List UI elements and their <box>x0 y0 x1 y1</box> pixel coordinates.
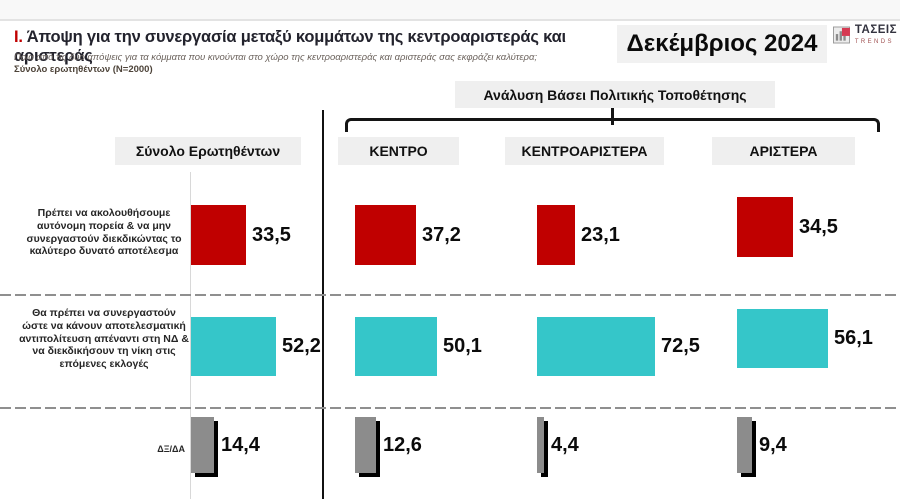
bar-cell-autonomous-total: 33,5 <box>191 205 291 265</box>
bar-value: 4,4 <box>551 433 579 456</box>
bar-value: 33,5 <box>252 223 291 246</box>
bar-cell-cooperate-left: 56,1 <box>737 309 873 368</box>
bar-autonomous-centerleft <box>537 205 575 265</box>
row-label-cooperate: Θα πρέπει να συνεργαστούν ώστε να κάνουν… <box>19 307 189 371</box>
bar-dontknow-centerleft <box>537 417 544 473</box>
page-title: I. Άποψη για την συνεργασία μεταξύ κομμάτ… <box>14 28 614 66</box>
row-label-autonomous-course: Πρέπει να ακολουθήσουμε αυτόνομη πορεία … <box>26 207 182 258</box>
bar-value: 56,1 <box>834 327 873 349</box>
bar-cell-autonomous-center: 37,2 <box>355 205 461 265</box>
brand-logo: ΤΑΣΕΙΣ TRENDS <box>833 24 897 45</box>
bar-autonomous-left <box>737 197 793 257</box>
brand-logo-text: ΤΑΣΕΙΣ TRENDS <box>854 24 897 45</box>
bar-value: 12,6 <box>383 433 422 456</box>
analysis-header: Ανάλυση Βάσει Πολιτικής Τοποθέτησης <box>455 81 775 108</box>
bar-cell-cooperate-center: 50,1 <box>355 317 482 376</box>
top-band <box>0 0 900 21</box>
bar-cell-dontknow-total: 14,4 <box>191 417 260 473</box>
bar-value: 50,1 <box>443 335 482 357</box>
vertical-divider <box>322 110 324 499</box>
row-separator-2 <box>0 407 900 409</box>
brand-name: ΤΑΣΕΙΣ <box>854 24 897 36</box>
bar-value: 9,4 <box>759 433 787 456</box>
bar-value: 72,5 <box>661 335 700 357</box>
survey-question-subtitle: Ποια από τις δύο απόψεις για τα κόμματα … <box>14 52 538 63</box>
bar-cooperate-total <box>191 317 276 376</box>
bar-autonomous-center <box>355 205 416 265</box>
column-header-total: Σύνολο Ερωτηθέντων <box>115 137 301 165</box>
grouping-bracket <box>345 118 880 132</box>
title-text: Άποψη για την συνεργασία μεταξύ κομμάτων… <box>14 28 566 65</box>
column-header-center: ΚΕΝΤΡΟ <box>338 137 459 165</box>
bar-cell-cooperate-total: 52,2 <box>191 317 321 376</box>
bracket-connector <box>611 108 614 125</box>
bar-cell-autonomous-left: 34,5 <box>737 197 838 257</box>
sample-size-label: Σύνολο ερωτηθέντων (N=2000) <box>14 64 153 75</box>
bar-value: 37,2 <box>422 223 461 246</box>
bar-cell-dontknow-left: 9,4 <box>737 417 787 473</box>
bar-dontknow-center <box>355 417 376 473</box>
trends-logo-icon <box>833 26 850 44</box>
column-header-centerleft: ΚΕΝΤΡΟΑΡΙΣΤΕΡΑ <box>505 137 664 165</box>
column-header-left: ΑΡΙΣΤΕΡΑ <box>712 137 855 165</box>
bar-cooperate-left <box>737 309 828 368</box>
bar-cooperate-centerleft <box>537 317 655 376</box>
row-label-dont-know: ΔΞ/ΔΑ <box>157 444 185 454</box>
brand-subname: TRENDS <box>854 38 894 45</box>
row-separator-1 <box>0 294 900 296</box>
bar-value: 52,2 <box>282 335 321 357</box>
section-number: I. <box>14 28 23 46</box>
total-axis-line <box>190 172 191 499</box>
bar-cell-autonomous-centerleft: 23,1 <box>537 205 620 265</box>
bar-cell-dontknow-centerleft: 4,4 <box>537 417 579 473</box>
bar-dontknow-total <box>191 417 214 473</box>
bar-dontknow-left <box>737 417 752 473</box>
bar-value: 34,5 <box>799 215 838 238</box>
bar-cell-dontknow-center: 12,6 <box>355 417 422 473</box>
bar-autonomous-total <box>191 205 246 265</box>
date-badge: Δεκέμβριος 2024 <box>617 25 827 63</box>
bar-cooperate-center <box>355 317 437 376</box>
bar-cell-cooperate-centerleft: 72,5 <box>537 317 700 376</box>
bar-value: 23,1 <box>581 223 620 246</box>
bar-value: 14,4 <box>221 433 260 456</box>
